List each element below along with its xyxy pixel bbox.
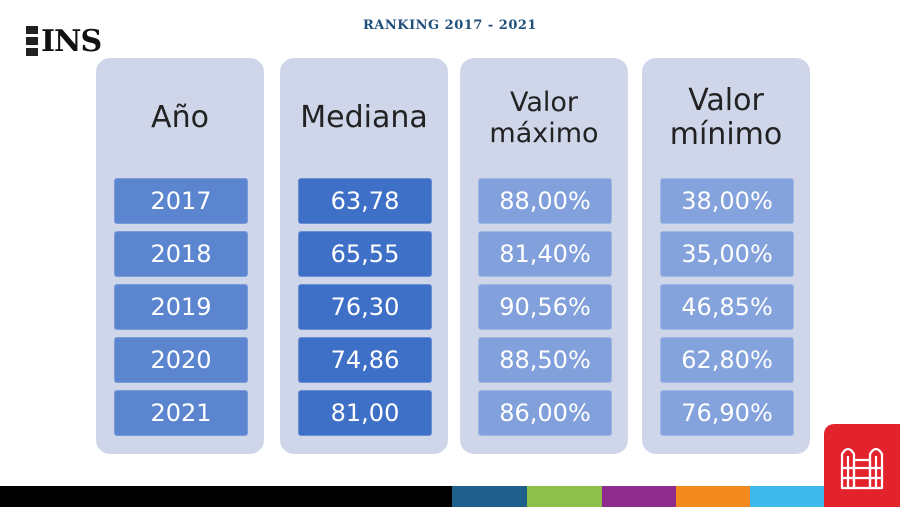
column-min: Valor mínimo 38,00% 35,00% 46,85% 62,80%… [642,58,810,454]
column-year: Año 2017 2018 2019 2020 2021 [96,58,264,454]
building-icon [840,447,884,490]
min-cell: 62,80% [660,337,794,383]
median-cell: 63,78 [298,178,432,224]
min-cell: 35,00% [660,231,794,277]
min-cell: 38,00% [660,178,794,224]
column-header-max-line1: Valor [509,86,579,118]
min-cell: 76,90% [660,390,794,436]
logo-mark-icon [26,24,38,58]
column-header-year: Año [151,99,209,135]
footer-stripe-orange [676,486,750,507]
column-header-max: Valor máximo [460,58,628,178]
slide-title: RANKING 2017 - 2021 [363,18,537,33]
year-cell: 2020 [114,337,248,383]
footer-stripe-blue [452,486,527,507]
max-cell: 90,56% [478,284,612,330]
max-cell: 86,00% [478,390,612,436]
column-header-median: Mediana [300,99,428,135]
median-cell: 65,55 [298,231,432,277]
column-header-max-line2: máximo [489,118,599,149]
column-max: Valor máximo 88,00% 81,40% 90,56% 88,50%… [460,58,628,454]
column-header-min-line1: Valor [688,82,764,118]
footer-stripe-purple [602,486,676,507]
max-cell: 88,00% [478,178,612,224]
footer-stripe-cyan [750,486,824,507]
column-header-min: Valor mínimo [642,58,810,178]
footer-stripe-black [0,486,452,507]
max-cell: 81,40% [478,231,612,277]
column-header-min-line2: mínimo [669,117,783,152]
median-cell: 76,30 [298,284,432,330]
year-cell: 2017 [114,178,248,224]
median-cell: 74,86 [298,337,432,383]
min-cell: 46,85% [660,284,794,330]
median-cell: 81,00 [298,390,432,436]
ins-logo: INS [26,20,102,62]
year-cell: 2018 [114,231,248,277]
corner-badge [824,424,900,507]
year-cell: 2019 [114,284,248,330]
year-cell: 2021 [114,390,248,436]
column-median: Mediana 63,78 65,55 76,30 74,86 81,00 [280,58,448,454]
max-cell: 88,50% [478,337,612,383]
logo-text: INS [41,23,102,59]
footer-stripe-green [527,486,602,507]
